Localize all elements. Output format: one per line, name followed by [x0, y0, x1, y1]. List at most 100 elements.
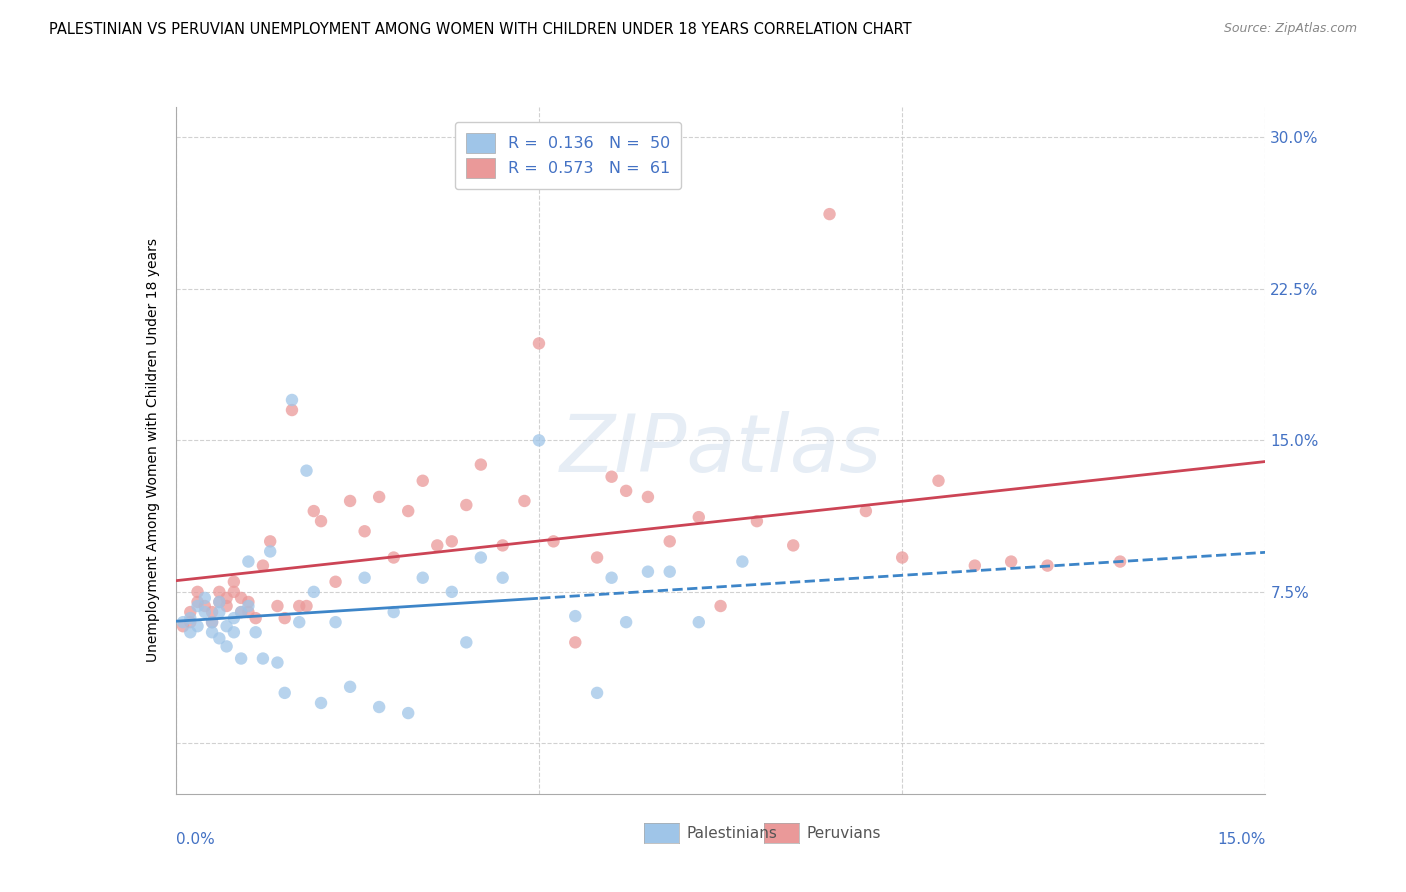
Point [710, 599, 733, 613]
Point [658, 534, 681, 549]
Point [658, 565, 681, 579]
Point [252, 651, 274, 665]
Point [1036, 558, 1059, 573]
Text: 0.0%: 0.0% [176, 831, 215, 847]
Text: Palestinians: Palestinians [686, 826, 778, 840]
Point [186, 599, 209, 613]
Text: Peruvians: Peruvians [807, 826, 880, 840]
Point [492, 538, 515, 552]
Point [325, 615, 347, 630]
Point [222, 574, 245, 589]
Point [201, 615, 224, 630]
Point [412, 474, 434, 488]
Legend: R =  0.136   N =  50, R =  0.573   N =  61: R = 0.136 N = 50, R = 0.573 N = 61 [456, 122, 681, 189]
Point [600, 571, 623, 585]
Point [426, 538, 449, 552]
Point [172, 615, 194, 630]
Point [309, 696, 332, 710]
Point [368, 700, 391, 714]
Point [470, 550, 492, 565]
Point [266, 599, 288, 613]
Point [208, 595, 231, 609]
Point [513, 494, 536, 508]
Point [231, 591, 253, 605]
Text: ZIPatlas: ZIPatlas [560, 411, 882, 490]
Point [382, 550, 405, 565]
Point [295, 464, 318, 478]
Point [215, 599, 238, 613]
Point [688, 615, 710, 630]
Point [891, 550, 914, 565]
Point [302, 585, 325, 599]
Point [295, 599, 318, 613]
Point [818, 207, 841, 221]
Point [564, 609, 586, 624]
Point [527, 336, 550, 351]
Point [231, 605, 253, 619]
Point [614, 615, 637, 630]
Point [274, 686, 297, 700]
Point [382, 605, 405, 619]
Point [396, 706, 419, 720]
Point [637, 490, 659, 504]
Point [179, 625, 201, 640]
Point [1109, 555, 1132, 569]
Point [208, 585, 231, 599]
Point [396, 504, 419, 518]
Point [688, 510, 710, 524]
Point [245, 625, 267, 640]
Point [543, 534, 565, 549]
Point [928, 474, 950, 488]
Point [440, 585, 463, 599]
Point [281, 392, 304, 407]
Point [201, 615, 224, 630]
Point [215, 619, 238, 633]
Text: 15.0%: 15.0% [1218, 831, 1265, 847]
Point [309, 514, 332, 528]
Point [215, 591, 238, 605]
Point [731, 555, 754, 569]
Point [564, 635, 586, 649]
Point [339, 680, 361, 694]
Point [222, 611, 245, 625]
Point [586, 686, 609, 700]
Point [1000, 555, 1022, 569]
Point [600, 469, 623, 483]
Point [470, 458, 492, 472]
Point [194, 605, 217, 619]
Point [368, 490, 391, 504]
Point [527, 434, 550, 448]
Point [586, 550, 609, 565]
Point [745, 514, 768, 528]
Point [201, 605, 224, 619]
Point [325, 574, 347, 589]
Point [259, 544, 281, 558]
Point [231, 605, 253, 619]
Point [440, 534, 463, 549]
Point [339, 494, 361, 508]
Point [215, 640, 238, 654]
Point [353, 524, 375, 539]
Point [456, 498, 478, 512]
Point [238, 605, 260, 619]
Point [201, 625, 224, 640]
Point [492, 571, 515, 585]
Point [186, 619, 209, 633]
Point [456, 635, 478, 649]
Point [238, 595, 260, 609]
Point [238, 599, 260, 613]
Point [963, 558, 986, 573]
Point [186, 585, 209, 599]
Point [302, 504, 325, 518]
Point [782, 538, 804, 552]
Point [179, 611, 201, 625]
Point [288, 599, 311, 613]
Point [245, 611, 267, 625]
Point [266, 656, 288, 670]
Point [281, 403, 304, 417]
Point [855, 504, 877, 518]
Point [274, 611, 297, 625]
Point [179, 605, 201, 619]
Point [231, 651, 253, 665]
Point [238, 555, 260, 569]
